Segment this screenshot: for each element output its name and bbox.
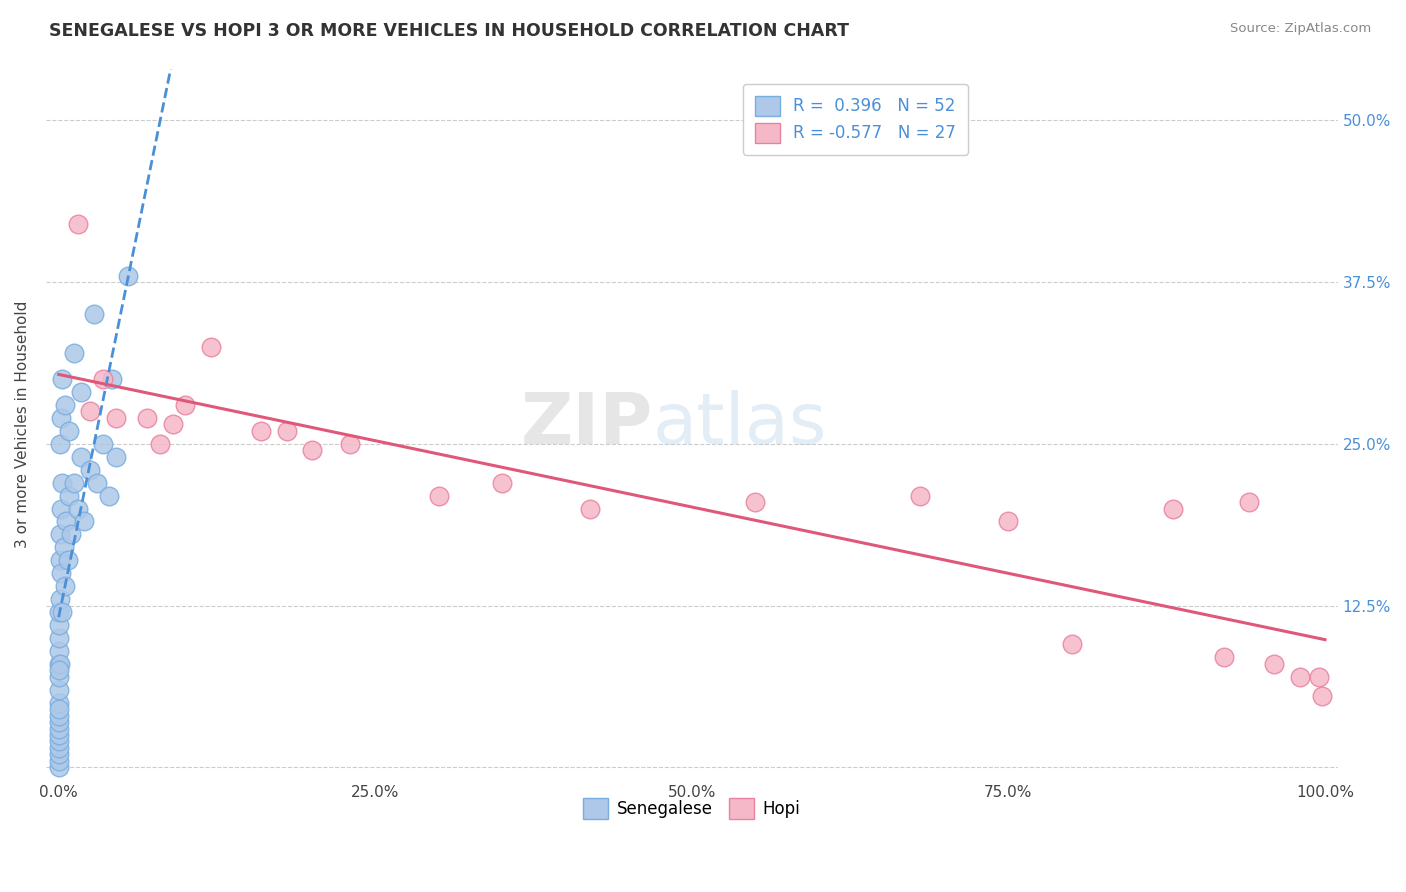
Point: [427, 489, 450, 503]
Point: [101, 372, 124, 386]
Point: [48, 728, 70, 742]
Point: [51, 501, 73, 516]
Point: [55, 515, 77, 529]
Point: [51, 475, 73, 490]
Point: [53, 398, 76, 412]
Point: [48, 605, 70, 619]
Point: [73, 515, 96, 529]
Point: [91, 372, 114, 386]
Point: [117, 268, 139, 283]
Point: [48, 631, 70, 645]
Text: Source: ZipAtlas.com: Source: ZipAtlas.com: [1230, 22, 1371, 36]
Point: [66, 217, 89, 231]
Point: [52, 541, 75, 555]
Point: [48, 708, 70, 723]
Point: [1237, 495, 1260, 509]
Point: [51, 372, 73, 386]
Point: [579, 501, 602, 516]
Legend: Senegalese, Hopi: Senegalese, Hopi: [576, 792, 807, 825]
Point: [48, 702, 70, 716]
Point: [136, 411, 159, 425]
Point: [339, 437, 361, 451]
Point: [49, 592, 72, 607]
Point: [250, 424, 273, 438]
Text: ZIP: ZIP: [520, 390, 652, 458]
Point: [48, 657, 70, 671]
Point: [49, 657, 72, 671]
Point: [49, 527, 72, 541]
Point: [58, 424, 80, 438]
Point: [48, 747, 70, 762]
Point: [744, 495, 766, 509]
Point: [51, 605, 73, 619]
Point: [70, 450, 93, 464]
Point: [91, 437, 114, 451]
Point: [70, 385, 93, 400]
Point: [149, 437, 172, 451]
Point: [79, 404, 101, 418]
Point: [301, 443, 323, 458]
Point: [48, 714, 70, 729]
Point: [48, 618, 70, 632]
Point: [56, 553, 79, 567]
Point: [104, 450, 127, 464]
Point: [63, 475, 86, 490]
Point: [49, 553, 72, 567]
Point: [48, 644, 70, 658]
Point: [51, 566, 73, 581]
Point: [1212, 650, 1234, 665]
Point: [83, 307, 105, 321]
Point: [48, 663, 70, 677]
Point: [200, 340, 222, 354]
Point: [48, 741, 70, 756]
Point: [1288, 670, 1310, 684]
Point: [997, 515, 1019, 529]
Point: [48, 670, 70, 684]
Point: [48, 696, 70, 710]
Point: [98, 489, 121, 503]
Point: [276, 424, 298, 438]
Y-axis label: 3 or more Vehicles in Household: 3 or more Vehicles in Household: [15, 301, 30, 548]
Point: [60, 527, 83, 541]
Point: [162, 417, 184, 432]
Point: [48, 682, 70, 697]
Point: [1312, 689, 1334, 703]
Text: SENEGALESE VS HOPI 3 OR MORE VEHICLES IN HOUSEHOLD CORRELATION CHART: SENEGALESE VS HOPI 3 OR MORE VEHICLES IN…: [49, 22, 849, 40]
Point: [58, 489, 80, 503]
Point: [66, 501, 89, 516]
Point: [48, 722, 70, 736]
Point: [1263, 657, 1285, 671]
Point: [908, 489, 931, 503]
Point: [48, 734, 70, 748]
Point: [48, 754, 70, 768]
Point: [63, 346, 86, 360]
Point: [1161, 501, 1184, 516]
Point: [174, 398, 197, 412]
Point: [1308, 670, 1330, 684]
Point: [491, 475, 513, 490]
Point: [104, 411, 127, 425]
Point: [86, 475, 108, 490]
Point: [51, 411, 73, 425]
Text: atlas: atlas: [652, 390, 827, 458]
Point: [1060, 637, 1083, 651]
Point: [53, 579, 76, 593]
Point: [49, 437, 72, 451]
Point: [79, 463, 101, 477]
Point: [48, 760, 70, 774]
